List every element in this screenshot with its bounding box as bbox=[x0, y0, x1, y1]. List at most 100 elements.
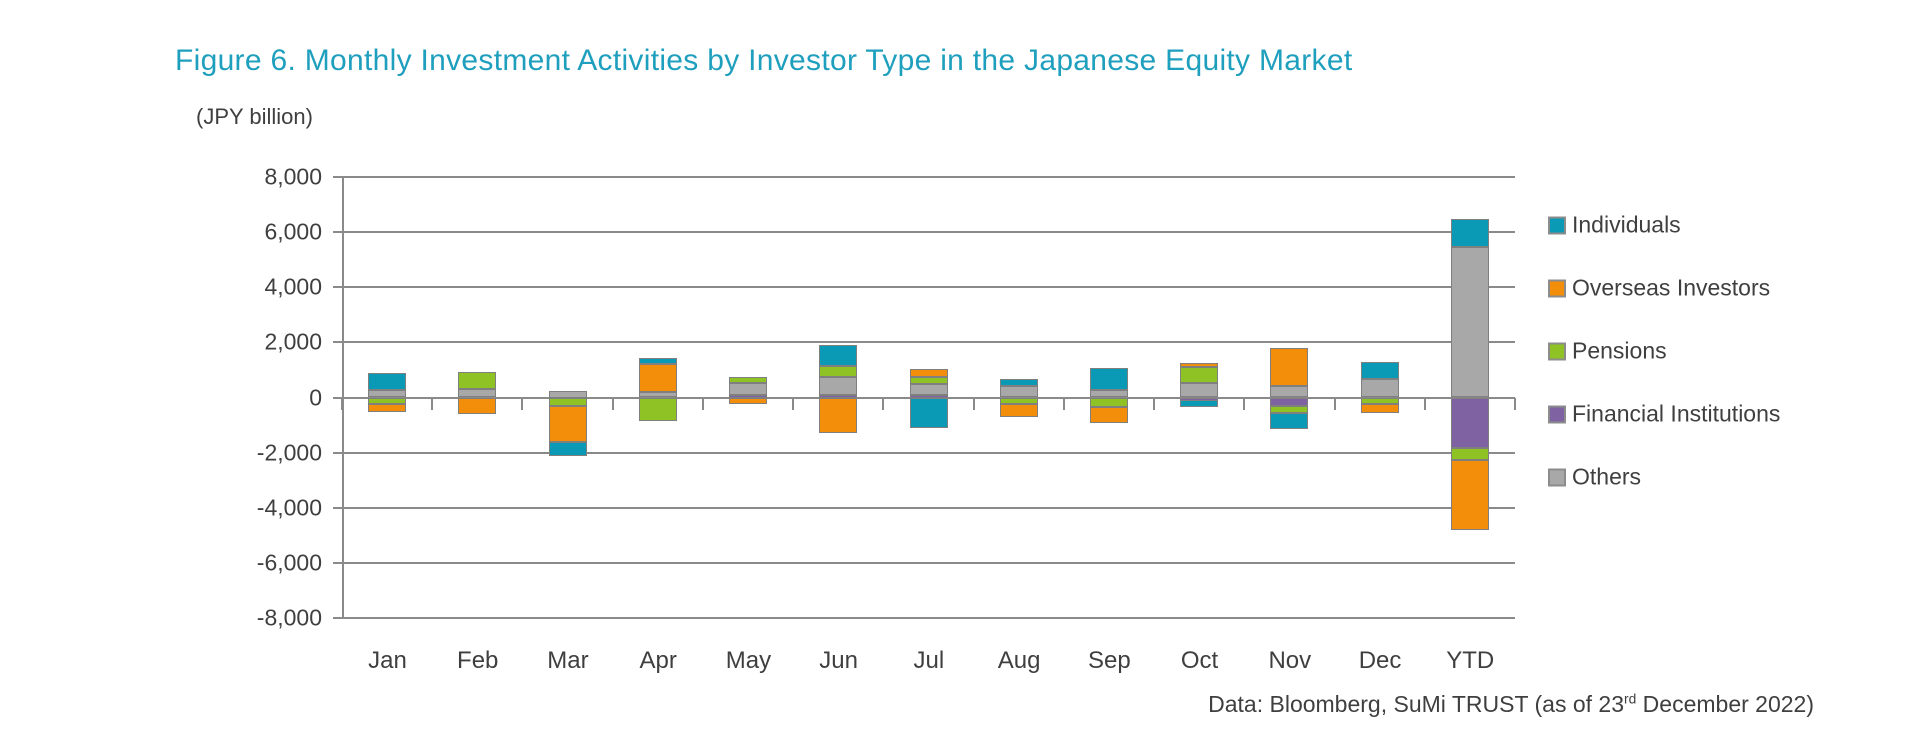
y-tick-label: 4,000 bbox=[264, 273, 322, 300]
bar-segment-pensions bbox=[458, 372, 497, 390]
legend-item-overseas-investors: Overseas Investors bbox=[1548, 275, 1770, 302]
bar-segment-others bbox=[909, 384, 948, 396]
bar-segment-individuals bbox=[999, 378, 1038, 387]
bar-segment-overseas-investors bbox=[368, 404, 407, 413]
footer-text: Data: Bloomberg, SuMi TRUST (as of 23 bbox=[1208, 691, 1625, 717]
bar-segment-others bbox=[1089, 389, 1128, 398]
gridline bbox=[342, 506, 1515, 509]
legend-label: Pensions bbox=[1572, 337, 1667, 364]
bar-segment-pensions bbox=[729, 376, 768, 383]
x-axis-tick bbox=[882, 397, 885, 410]
bar-segment-overseas-investors bbox=[1360, 403, 1399, 413]
gridline bbox=[342, 561, 1515, 564]
bar-segment-pensions bbox=[1089, 397, 1128, 408]
x-tick-label: Sep bbox=[1087, 647, 1131, 674]
legend-swatch-overseas-investors bbox=[1548, 279, 1566, 297]
bar-segment-others bbox=[999, 386, 1038, 398]
bar-segment-individuals bbox=[548, 441, 587, 456]
bar-segment-individuals bbox=[1180, 400, 1219, 408]
x-axis-tick bbox=[1514, 397, 1516, 410]
x-axis-tick bbox=[1423, 397, 1426, 410]
bar-segment-pensions bbox=[1360, 397, 1399, 404]
bar-segment-pensions bbox=[999, 397, 1038, 405]
x-tick-label: May bbox=[725, 647, 772, 674]
x-axis-tick bbox=[341, 397, 343, 410]
x-axis-tick bbox=[1153, 397, 1156, 410]
bar-segment-others bbox=[1360, 379, 1399, 398]
y-axis-tick bbox=[333, 561, 342, 564]
bar-segment-individuals bbox=[638, 357, 677, 364]
bar-segment-others bbox=[1270, 385, 1309, 398]
x-tick-label: Aug bbox=[997, 647, 1041, 674]
bar-segment-financial-institutions bbox=[1180, 397, 1219, 401]
bar-segment-others bbox=[638, 391, 677, 398]
bar-segment-pensions bbox=[548, 397, 587, 406]
bar-segment-pensions bbox=[368, 397, 407, 405]
x-axis-tick bbox=[521, 397, 524, 410]
y-axis-tick bbox=[333, 341, 342, 344]
y-axis-tick bbox=[333, 451, 342, 454]
x-axis-tick bbox=[1333, 397, 1336, 410]
bar-segment-overseas-investors bbox=[638, 363, 677, 392]
x-axis-tick bbox=[431, 397, 434, 410]
bar-segment-individuals bbox=[1089, 368, 1128, 390]
x-tick-label: Dec bbox=[1358, 647, 1402, 674]
gridline bbox=[342, 451, 1515, 454]
bar-segment-pensions bbox=[909, 376, 948, 385]
x-tick-label: Jan bbox=[368, 647, 407, 674]
bar-segment-others bbox=[819, 376, 858, 396]
y-axis-tick bbox=[333, 506, 342, 509]
y-axis-tick bbox=[333, 231, 342, 234]
x-tick-label: Feb bbox=[457, 647, 499, 674]
legend-label: Individuals bbox=[1572, 211, 1681, 238]
x-axis-tick bbox=[1062, 397, 1065, 410]
y-tick-label: 6,000 bbox=[264, 218, 322, 245]
x-axis-tick bbox=[1243, 397, 1246, 410]
bar-segment-financial-institutions bbox=[1270, 397, 1309, 406]
x-tick-label: Mar bbox=[547, 647, 589, 674]
bar-segment-pensions bbox=[1450, 447, 1489, 460]
bar-segment-overseas-investors bbox=[909, 368, 948, 377]
y-axis-tick bbox=[333, 286, 342, 289]
gridline bbox=[342, 231, 1515, 234]
bar-segment-individuals bbox=[1270, 413, 1309, 430]
bar-segment-overseas-investors bbox=[1450, 459, 1489, 530]
legend-swatch-pensions bbox=[1548, 342, 1566, 360]
bar-segment-others bbox=[1450, 247, 1489, 398]
legend-swatch-financial-institutions bbox=[1548, 405, 1566, 423]
gridline bbox=[342, 176, 1515, 178]
legend-item-financial-institutions: Financial Institutions bbox=[1548, 401, 1780, 428]
bar-segment-individuals bbox=[368, 373, 407, 390]
y-tick-label: 2,000 bbox=[264, 328, 322, 355]
plot-area: 8,000 6,000 4,000 2,000 0 -2,000 -4,000 -6,000 -… bbox=[257, 164, 1516, 674]
legend-item-individuals: Individuals bbox=[1548, 212, 1681, 239]
footer-superscript: rd bbox=[1624, 691, 1637, 707]
data-source-note: Data: Bloomberg, SuMi TRUST (as of 23rd … bbox=[1208, 691, 1814, 718]
gridline bbox=[342, 286, 1515, 289]
bar-segment-overseas-investors bbox=[458, 397, 497, 415]
y-axis-unit-label: (JPY billion) bbox=[196, 104, 313, 129]
y-tick-label: -4,000 bbox=[256, 494, 322, 521]
bar-segment-overseas-investors bbox=[1270, 347, 1309, 386]
bar-segment-overseas-investors bbox=[1089, 407, 1128, 423]
x-axis-tick bbox=[611, 397, 614, 410]
y-axis-line bbox=[342, 176, 344, 619]
chart-title: Figure 6. Monthly Investment Activities … bbox=[175, 44, 1353, 77]
x-tick-label: Apr bbox=[639, 647, 677, 674]
x-tick-label: Jun bbox=[819, 647, 858, 674]
bar-segment-others bbox=[729, 382, 768, 396]
bar-segment-individuals bbox=[909, 397, 948, 428]
bar-segment-pensions bbox=[1180, 367, 1219, 384]
y-axis-tick bbox=[333, 617, 342, 619]
y-tick-label: -6,000 bbox=[256, 549, 322, 576]
footer-text-suffix: December 2022) bbox=[1636, 691, 1814, 717]
bar-segment-others bbox=[368, 389, 407, 398]
legend-swatch-others bbox=[1548, 468, 1566, 486]
bar-segment-overseas-investors bbox=[548, 405, 587, 442]
bar-segment-overseas-investors bbox=[1180, 363, 1219, 368]
x-tick-label: Oct bbox=[1180, 647, 1219, 674]
legend-label: Others bbox=[1572, 463, 1642, 490]
y-axis-tick bbox=[333, 176, 342, 178]
bar-segment-overseas-investors bbox=[819, 397, 858, 434]
